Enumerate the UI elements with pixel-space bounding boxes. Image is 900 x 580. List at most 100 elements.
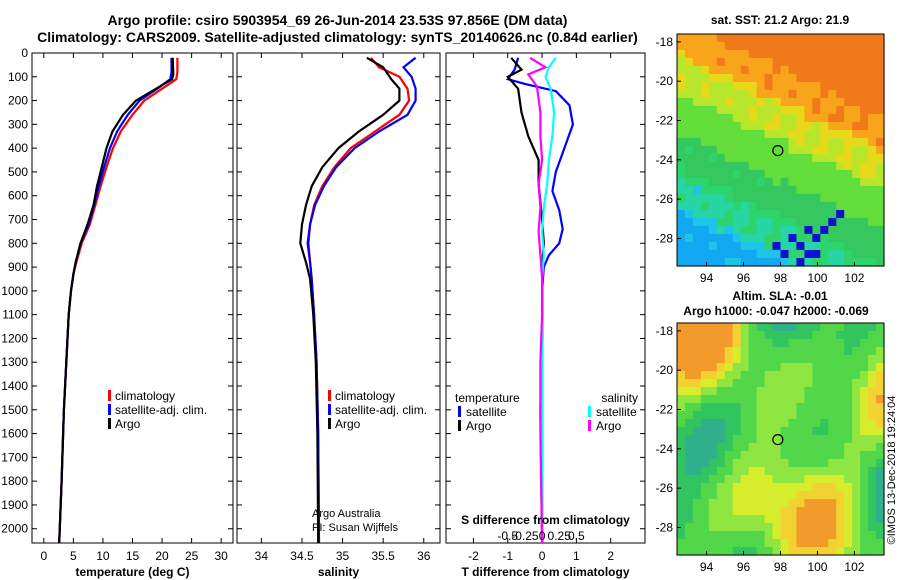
- map-cell: [700, 250, 710, 259]
- map-cell: [812, 50, 821, 59]
- map-cell: [796, 194, 805, 203]
- map-cell: [764, 242, 774, 251]
- map-cell: [684, 547, 694, 556]
- map-cell: [788, 427, 798, 436]
- map-cell: [756, 74, 766, 83]
- map-cell: [756, 323, 766, 332]
- map-cell: [716, 507, 726, 516]
- map-cell: [756, 419, 766, 428]
- map-cell: [812, 178, 821, 187]
- map-cell: [788, 459, 798, 468]
- map-cell: [740, 106, 750, 115]
- map-cell: [876, 483, 885, 492]
- map-cell: [820, 523, 829, 532]
- map-cell: [780, 202, 790, 211]
- map-cell: [812, 411, 821, 420]
- map-cell: [812, 130, 821, 139]
- map-cell: [708, 515, 718, 524]
- map-cell: [828, 250, 837, 259]
- map-cell: [732, 515, 742, 524]
- map-cell: [804, 443, 813, 452]
- map-cell: [828, 66, 837, 75]
- map-cell: [732, 347, 742, 356]
- map-cell: [708, 178, 718, 187]
- map-cell: [716, 250, 726, 259]
- map-cell: [740, 323, 750, 332]
- map-cell-cold: [804, 226, 813, 234]
- map-cell: [700, 42, 710, 51]
- map-cell: [820, 66, 829, 75]
- map-cell: [796, 363, 805, 372]
- map-cell: [780, 531, 790, 540]
- map-cell: [780, 226, 790, 235]
- map-cell: [732, 411, 742, 420]
- map-cell: [836, 226, 845, 235]
- map-cell: [684, 98, 694, 107]
- map-cell: [716, 146, 726, 155]
- map-cell: [780, 66, 790, 75]
- map-cell: [732, 459, 742, 468]
- map-cell: [860, 154, 869, 163]
- map-cell: [812, 170, 821, 179]
- map-cell: [772, 379, 782, 388]
- map-cell: [724, 387, 734, 396]
- map-cell: [836, 186, 845, 195]
- map-cell: [812, 515, 821, 524]
- map-cell: [828, 258, 837, 267]
- map-cell: [772, 411, 782, 420]
- map-cell: [852, 250, 861, 259]
- map-cell: [700, 178, 710, 187]
- map-cell: [684, 419, 694, 428]
- x-tick-label: 10: [96, 549, 110, 563]
- map-cell: [804, 395, 813, 404]
- map-x-tick-label: 94: [700, 560, 714, 574]
- map-cell: [812, 347, 821, 356]
- map-cell: [677, 539, 686, 548]
- map-cell: [700, 499, 710, 508]
- map-cell: [677, 34, 686, 43]
- map-cell: [700, 451, 710, 460]
- map-cell: [828, 403, 837, 412]
- map-cell: [860, 419, 869, 428]
- map-cell: [780, 451, 790, 460]
- map-cell: [788, 258, 798, 267]
- map-cell: [732, 395, 742, 404]
- map-cell: [692, 523, 702, 532]
- map-cell: [700, 547, 710, 556]
- map-cell: [772, 42, 782, 51]
- map-cell: [860, 403, 869, 412]
- map-cell: [844, 459, 853, 468]
- map-cell: [868, 435, 877, 444]
- map-cell: [828, 194, 837, 203]
- map-cell: [780, 234, 790, 243]
- map-cell: [724, 499, 734, 508]
- map-cell: [852, 523, 861, 532]
- map-cell: [844, 170, 853, 179]
- map-cell: [748, 331, 758, 340]
- map-cell: [732, 170, 742, 179]
- map-cell: [764, 411, 774, 420]
- map-cell: [700, 66, 710, 75]
- map-cell: [804, 90, 813, 99]
- map-cell: [876, 515, 885, 524]
- map-cell: [692, 138, 702, 147]
- map-cell: [812, 331, 821, 340]
- map-cell: [780, 435, 790, 444]
- map-cell: [844, 162, 853, 171]
- map-cell: [844, 242, 853, 251]
- map-cell: [756, 178, 766, 187]
- x-tick-label-secondary: -0.5: [497, 529, 518, 543]
- map-cell: [692, 323, 702, 332]
- map-cell: [828, 234, 837, 243]
- map-cell: [836, 435, 845, 444]
- map-cell: [828, 74, 837, 83]
- map-cell: [732, 531, 742, 540]
- map-cell: [852, 451, 861, 460]
- map-cell: [756, 130, 766, 139]
- map-cell: [812, 491, 821, 500]
- map-cell: [828, 339, 837, 348]
- map-cell: [844, 491, 853, 500]
- map-cell: [764, 339, 774, 348]
- map-cell: [844, 419, 853, 428]
- map-cell: [796, 371, 805, 380]
